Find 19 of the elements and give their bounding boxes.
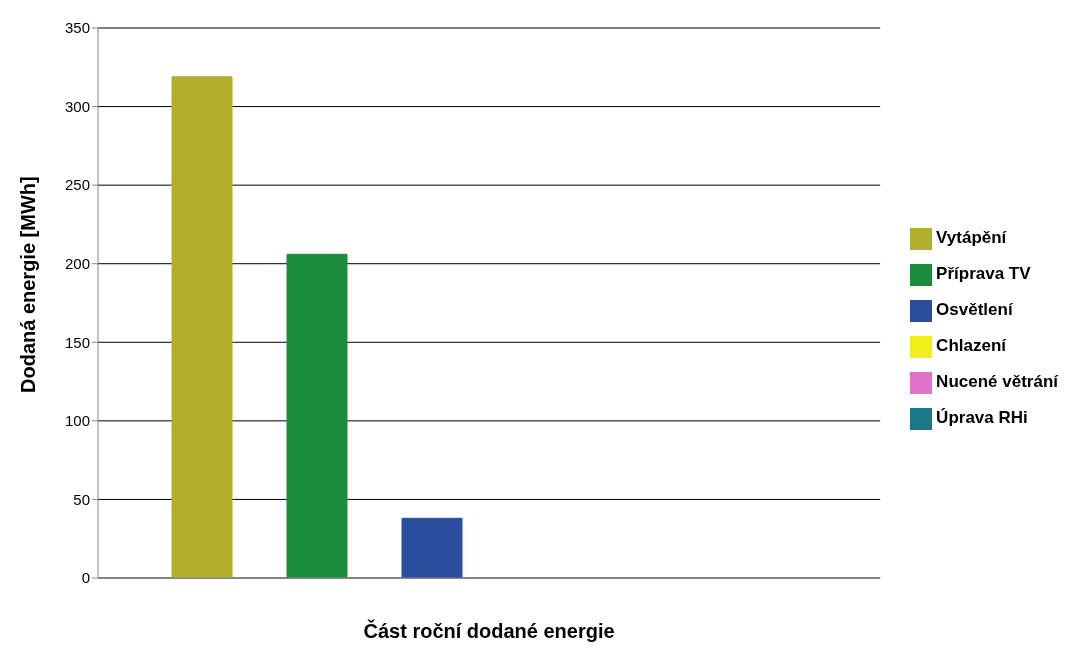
y-tick-label: 0 — [81, 569, 90, 587]
y-tick-label: 350 — [64, 19, 90, 37]
y-tick-label: 200 — [64, 255, 90, 273]
y-tick-label: 300 — [64, 97, 90, 115]
legend-label: Nucené větrání — [936, 372, 1058, 391]
legend-label: Osvětlení — [936, 300, 1013, 319]
legend-label: Příprava TV — [936, 264, 1031, 283]
bar — [171, 76, 233, 578]
x-axis-title: Část roční dodané energie — [363, 619, 615, 642]
bar — [401, 517, 463, 578]
y-axis-title: Dodaná energie [MWh] — [17, 176, 40, 393]
y-tick-label: 250 — [64, 176, 90, 194]
y-tick-label: 50 — [73, 490, 90, 508]
bar — [286, 253, 348, 578]
legend-label: Vytápění — [936, 228, 1007, 247]
y-tick-label: 150 — [64, 333, 90, 351]
legend-label: Chlazení — [936, 336, 1007, 355]
y-tick-label: 100 — [64, 412, 90, 430]
legend-label: Úprava RHi — [936, 408, 1028, 427]
